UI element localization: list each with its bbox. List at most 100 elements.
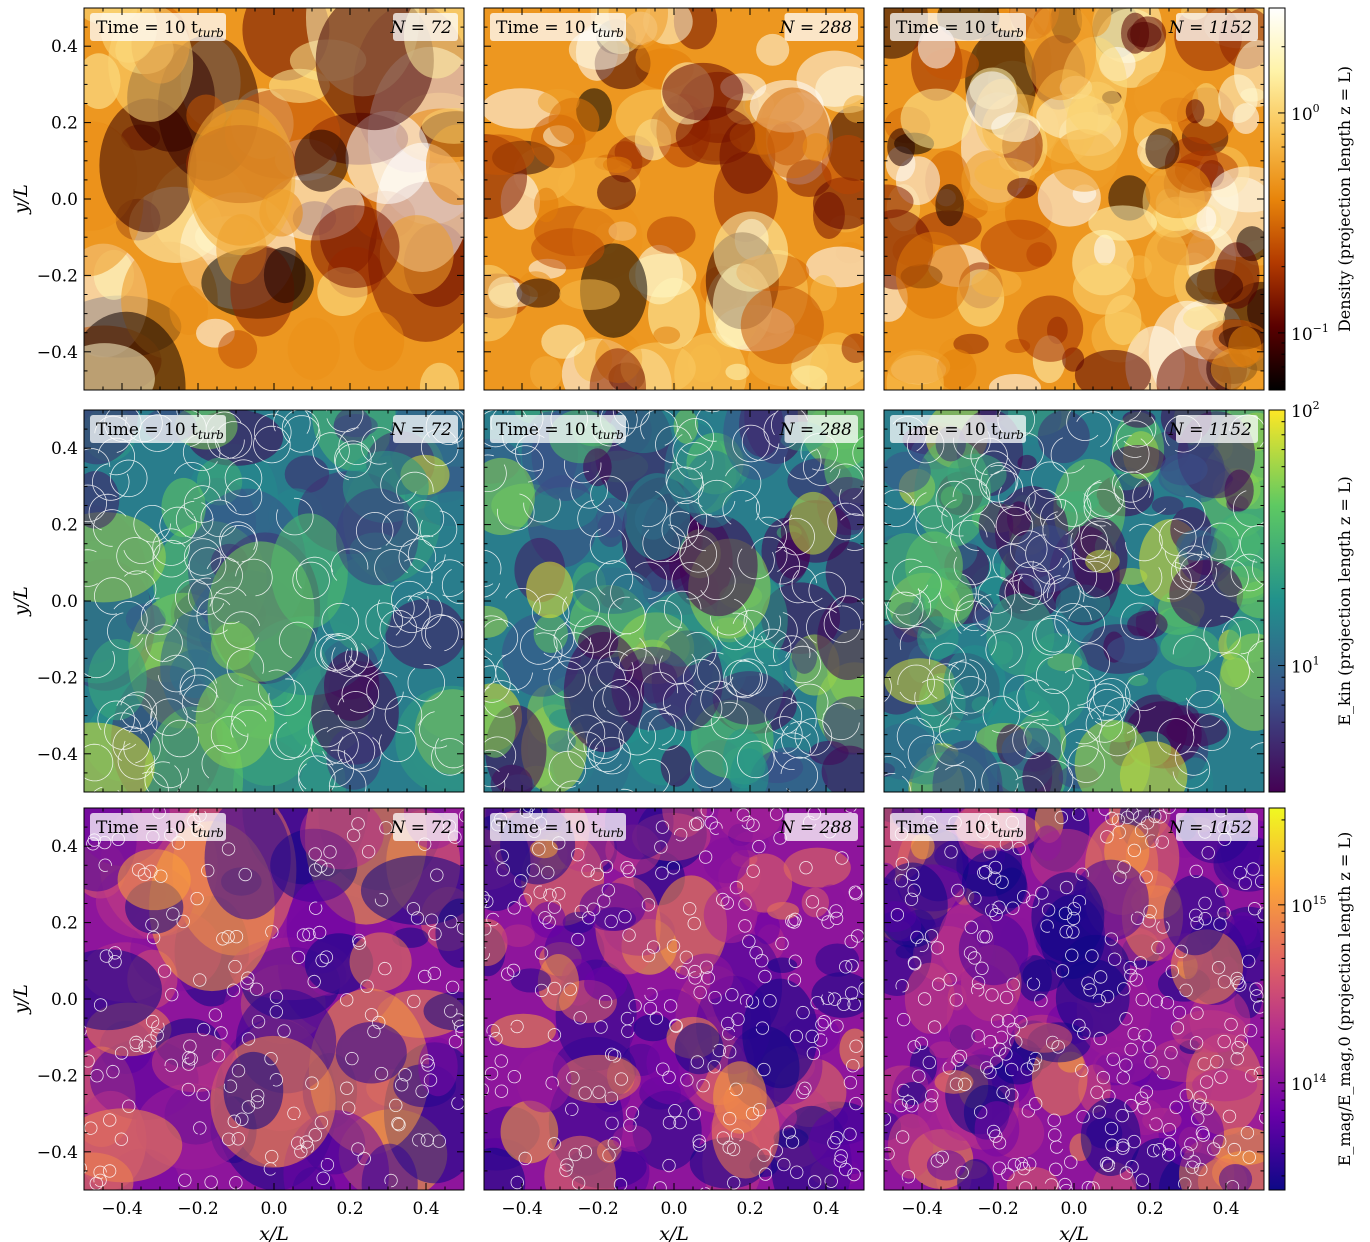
colorbar-tick-label: 1014 [1291, 1072, 1327, 1095]
time-label-text: Time = 10 tturb [96, 420, 224, 442]
field-texture [810, 274, 838, 311]
colorbar-tick-label: 10−1 [1291, 322, 1329, 345]
field-texture [1128, 674, 1149, 687]
field-texture [662, 62, 744, 121]
colorbar-magnetic-energy: 1015 1014 E_mag/E_mag,0 (projection length… [1268, 807, 1354, 1191]
field-texture [187, 99, 296, 256]
field-texture [965, 71, 1018, 130]
field-texture [801, 887, 830, 918]
y-tick-label: −0.2 [37, 668, 78, 688]
field-texture [660, 745, 692, 787]
time-label-text: Time = 10 tturb [896, 18, 1024, 40]
ticks [83, 409, 465, 793]
field-texture [754, 87, 830, 179]
x-tick-label: −0.2 [577, 1199, 618, 1219]
field-texture [754, 910, 780, 945]
field-texture [841, 333, 864, 363]
field-texture [1017, 295, 1084, 362]
field-texture [802, 133, 831, 162]
field-texture [501, 924, 535, 948]
resolution-label: N = 72 [389, 13, 458, 41]
field-texture [1037, 410, 1090, 464]
field-texture [884, 184, 914, 219]
field-texture [602, 156, 632, 173]
streamlines [84, 410, 464, 792]
ticks [483, 409, 865, 793]
field-texture [662, 808, 707, 838]
ticks [83, 7, 465, 391]
resolution-label-text: N = 72 [389, 818, 452, 838]
field-texture [1122, 410, 1156, 428]
field-texture [421, 107, 464, 144]
field-texture [1006, 1166, 1059, 1190]
x-tick-label: −0.2 [177, 1199, 218, 1219]
field-texture [895, 231, 971, 319]
x-tick-label: −0.4 [501, 1199, 542, 1219]
x-tick-label: −0.4 [901, 1199, 942, 1219]
field-texture [717, 808, 782, 843]
field-texture [559, 279, 620, 311]
field-texture [425, 124, 464, 206]
field-texture [823, 696, 864, 755]
field-texture [740, 285, 824, 365]
field-texture [683, 450, 743, 528]
y-tick-label: 0.0 [51, 990, 78, 1010]
field-texture [361, 1143, 418, 1190]
field-texture [345, 110, 430, 205]
field-texture [531, 228, 605, 270]
field-texture [268, 68, 330, 103]
field-texture [703, 886, 758, 944]
field-texture [579, 882, 646, 932]
field-texture [953, 333, 989, 355]
field-texture [500, 1100, 559, 1164]
field-texture [1060, 934, 1131, 1003]
field-texture [674, 1022, 724, 1075]
y-tick-label: 0.4 [51, 837, 78, 857]
axes: 0.4 0.2 0.0 −0.2 −0.4 y/L 0.4 0.2 0.0 −0.2 −0.4 y/L… [10, 37, 1240, 1242]
field-texture [419, 362, 460, 390]
field-texture [886, 348, 951, 385]
field-texture [99, 98, 197, 233]
field-texture [711, 1083, 780, 1179]
field-texture [1151, 496, 1184, 515]
field-texture [1224, 469, 1254, 512]
field-texture [84, 343, 155, 390]
time-label: Time = 10 tturb [890, 13, 1026, 41]
panel-magnetic-energy-n1: Time = 10 tturb N = 288 [483, 807, 865, 1191]
field-texture [957, 1158, 994, 1190]
y-tick-label: 0.2 [51, 914, 78, 934]
field-texture [117, 849, 191, 911]
field-texture [534, 187, 559, 223]
colorbar-kinetic-energy: 102 101 E_kin (projection length z = L) [1268, 399, 1354, 793]
field-texture [624, 473, 691, 561]
field-texture [1080, 1097, 1141, 1177]
field-texture [1088, 205, 1158, 241]
ticks [883, 409, 1265, 793]
ticks [883, 807, 1265, 1191]
field-texture [635, 40, 674, 74]
time-label: Time = 10 tturb [490, 813, 626, 841]
field-texture [424, 491, 464, 528]
field-texture [739, 410, 784, 457]
field-texture [887, 128, 915, 167]
ticks [483, 7, 865, 391]
resolution-label: N = 1152 [1168, 13, 1258, 41]
field-texture [589, 348, 647, 390]
field-texture [597, 174, 636, 210]
field-texture [809, 740, 849, 765]
field-texture [791, 638, 818, 674]
field-texture [537, 954, 580, 1012]
field-texture [808, 1106, 864, 1175]
field-texture [971, 268, 1022, 298]
panel-density-n2: Time = 10 tturb N = 1152 [883, 7, 1265, 391]
field-texture [843, 95, 864, 123]
y-tick-label: −0.4 [37, 745, 78, 765]
x-tick-label: −0.4 [101, 1199, 142, 1219]
field-texture [379, 215, 454, 295]
field-texture [929, 1041, 958, 1059]
resolution-label: N = 1152 [1168, 415, 1258, 443]
colorbar-tick-label: 100 [1291, 102, 1320, 125]
colorbar-label: E_mag/E_mag,0 (projection length z = L) [1335, 832, 1354, 1167]
ticks [483, 807, 865, 1191]
field-texture [490, 764, 533, 792]
